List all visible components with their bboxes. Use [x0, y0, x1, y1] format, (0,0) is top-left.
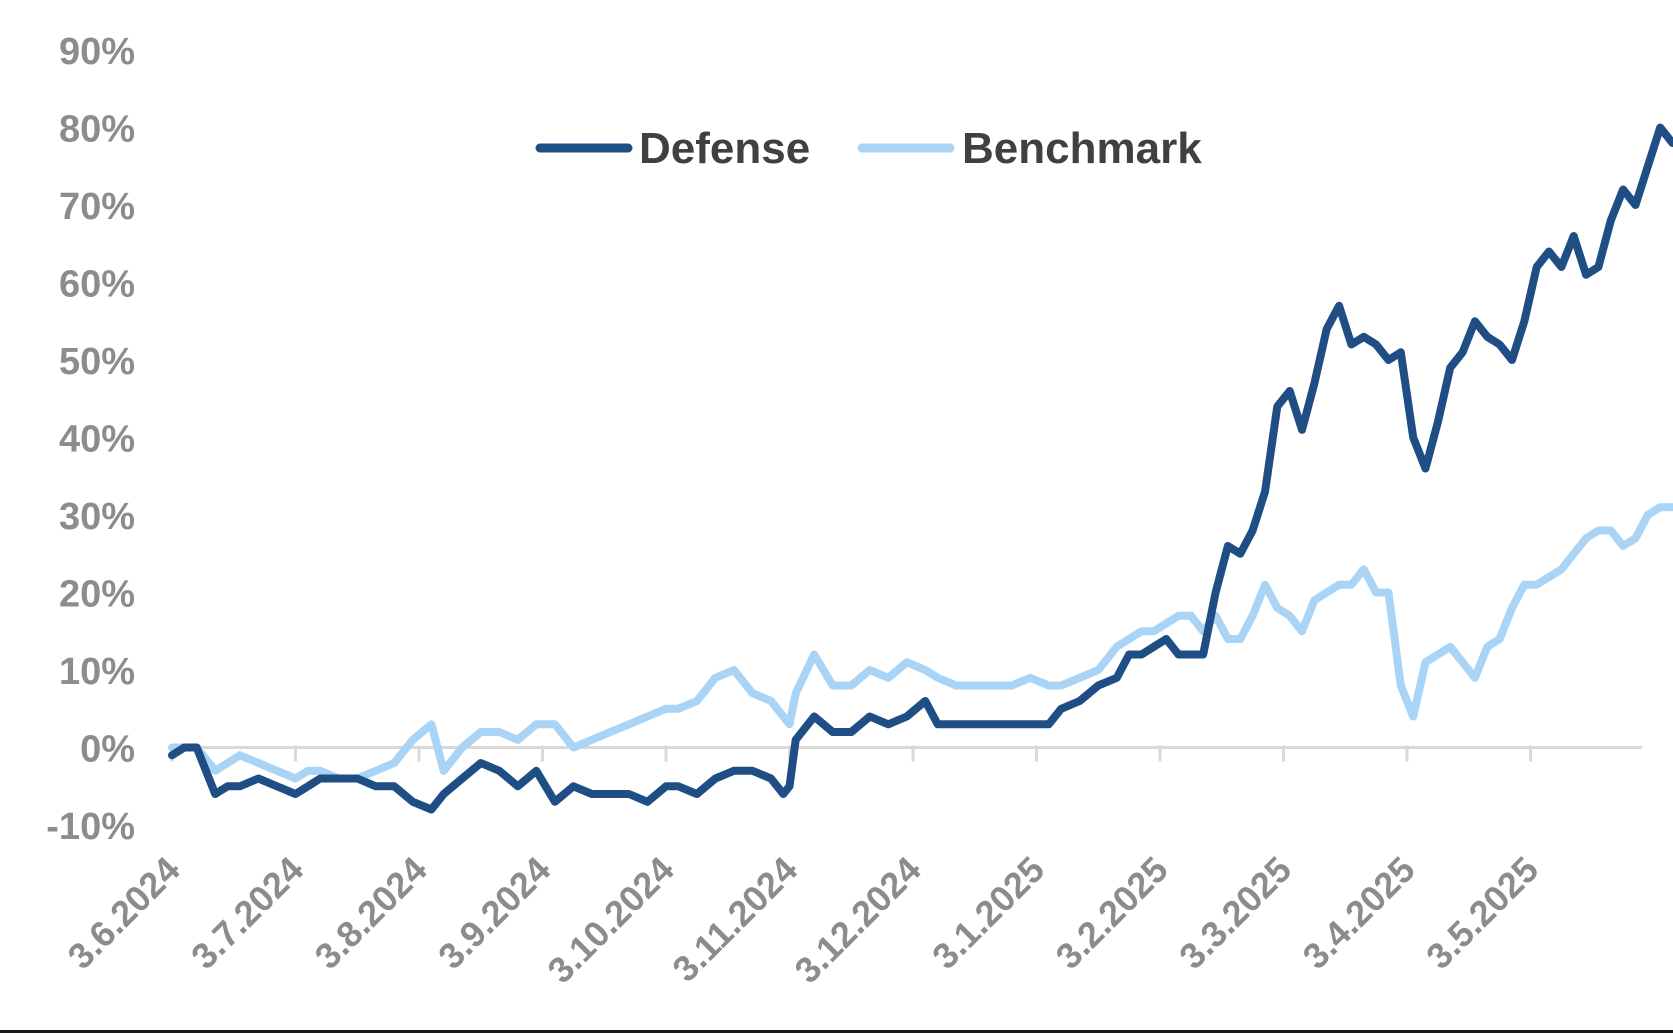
x-tick-label: 3.3.2025 — [1171, 849, 1299, 977]
y-tick-label: 40% — [59, 419, 135, 461]
series-line-defense — [168, 123, 1673, 814]
x-tick-labels: 3.6.2024 3.7.2024 3.8.2024 3.9.2024 3.10… — [60, 849, 1547, 991]
legend-label-benchmark: Benchmark — [962, 124, 1202, 173]
y-tick-label: 10% — [59, 651, 135, 693]
y-tick-label: 90% — [59, 31, 135, 73]
y-tick-label: -10% — [46, 806, 135, 848]
x-tick-label: 3.9.2024 — [430, 849, 558, 977]
legend-label-defense: Defense — [639, 124, 810, 173]
y-tick-label: 70% — [59, 186, 135, 228]
x-tick-label: 3.6.2024 — [60, 849, 188, 977]
x-tick-label: 3.2.2025 — [1048, 849, 1176, 977]
y-tick-label: 20% — [59, 574, 135, 616]
x-tick-label: 3.12.2024 — [786, 849, 928, 991]
y-tick-label: 60% — [59, 264, 135, 306]
x-tick-label: 3.5.2025 — [1418, 849, 1546, 977]
x-tick-label: 3.4.2025 — [1295, 849, 1423, 977]
x-tick-label: 3.1.2025 — [924, 849, 1052, 977]
x-tick-label: 3.8.2024 — [307, 849, 435, 977]
x-tick-label: 3.7.2024 — [183, 849, 311, 977]
y-tick-label: 0% — [80, 729, 135, 771]
x-axis-ticks — [170, 745, 1532, 762]
y-tick-label: 30% — [59, 496, 135, 538]
legend: Defense Benchmark — [535, 124, 1202, 173]
series-line-benchmark — [168, 503, 1673, 783]
x-tick-label: 3.11.2024 — [664, 849, 805, 990]
y-tick-label: 80% — [59, 109, 135, 151]
y-axis-ticks: 90% 80% 70% 60% 50% 40% 30% 20% 10% 0% -… — [46, 31, 135, 848]
x-tick-label: 3.10.2024 — [539, 849, 681, 991]
bottom-border — [0, 1030, 1673, 1033]
y-tick-label: 50% — [59, 341, 135, 383]
